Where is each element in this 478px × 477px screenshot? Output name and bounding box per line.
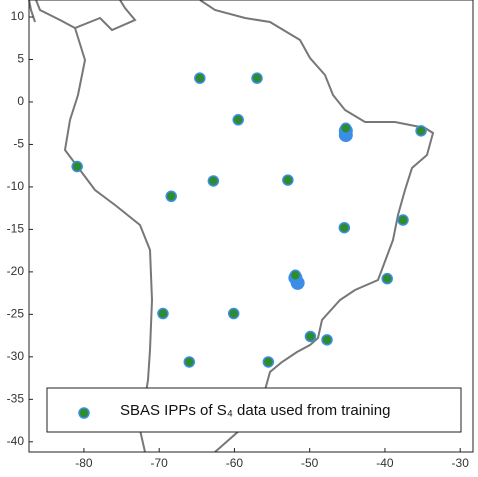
legend-label: SBAS IPPs of S₄ data used from training	[120, 402, 390, 419]
point	[381, 272, 393, 285]
y-tick-label: -15	[7, 222, 25, 236]
point	[251, 72, 263, 84]
y-tick-label: 10	[11, 9, 25, 23]
y-tick-label: -10	[7, 179, 25, 193]
coastline	[28, 0, 435, 453]
plot-frame	[28, 0, 474, 453]
point	[321, 334, 333, 346]
point	[227, 307, 240, 320]
legend-marker	[78, 407, 90, 419]
x-tick-label: -50	[301, 456, 319, 470]
legend-box	[46, 387, 462, 433]
y-tick-label: -5	[13, 137, 24, 151]
point	[289, 269, 302, 282]
y-tick-label: -25	[7, 307, 25, 321]
x-tick-label: -40	[376, 456, 394, 470]
point	[282, 174, 294, 186]
y-tick-label: 5	[17, 52, 24, 66]
y-tick-label: -35	[7, 391, 25, 405]
y-tick-label: -30	[7, 349, 25, 363]
x-tick-label: -60	[226, 456, 244, 470]
point	[304, 330, 317, 343]
point	[415, 125, 427, 137]
point	[157, 307, 169, 320]
plot-area	[29, 0, 473, 452]
x-tick-label: -30	[452, 456, 470, 470]
y-tick-label: -40	[7, 434, 25, 448]
y-tick-label: -20	[7, 264, 25, 278]
point	[183, 356, 196, 368]
point	[232, 114, 244, 126]
x-tick-label: -80	[75, 456, 93, 470]
point	[262, 356, 275, 368]
point	[340, 122, 352, 135]
point	[165, 190, 177, 203]
y-tick-label: 0	[17, 94, 24, 108]
point	[194, 72, 206, 84]
x-tick-label: -70	[151, 456, 169, 470]
point	[338, 221, 351, 234]
point	[207, 175, 220, 187]
point	[397, 214, 409, 226]
point	[71, 160, 83, 173]
